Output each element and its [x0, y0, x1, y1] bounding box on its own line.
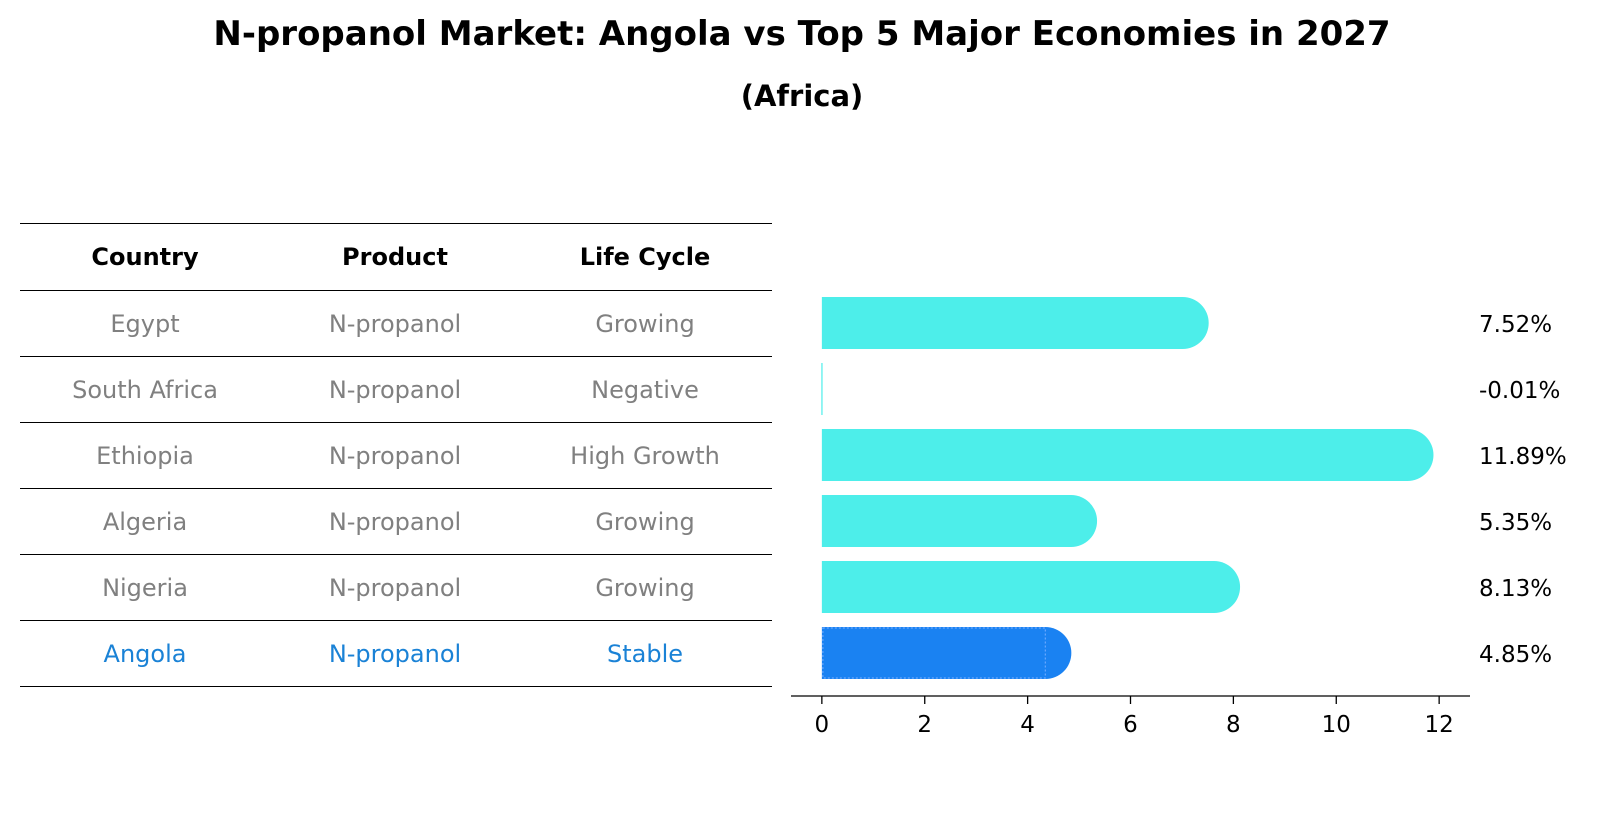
product-cell: N-propanol — [328, 375, 462, 404]
header-product: Product — [342, 243, 448, 271]
x-tick-label: 10 — [1322, 712, 1351, 738]
table-row: South Africa N-propanol Negative — [20, 357, 772, 423]
product-cell: N-propanol — [328, 309, 462, 338]
life-cycle-cell: Growing — [595, 573, 695, 602]
product-cell: N-propanol — [328, 573, 462, 602]
country-cell: Egypt — [110, 309, 180, 338]
table-row: Nigeria N-propanol Growing — [20, 555, 772, 621]
x-tick-label: 4 — [1020, 712, 1035, 738]
product-cell: N-propanol — [328, 507, 462, 536]
product-cell: N-propanol — [328, 639, 462, 668]
header-life-cycle: Life Cycle — [579, 243, 711, 271]
value-label-egypt: 7.52% — [1479, 312, 1552, 338]
x-tick-label: 6 — [1123, 712, 1138, 738]
bar-nigeria — [821, 561, 1241, 613]
x-tick-label: 8 — [1226, 712, 1241, 738]
bar-algeria — [821, 495, 1098, 547]
bar-ethiopia — [821, 429, 1434, 481]
bar-egypt — [821, 297, 1209, 349]
life-cycle-cell: High Growth — [570, 441, 720, 470]
x-tick-label: 2 — [917, 712, 932, 738]
value-label-algeria: 5.35% — [1479, 510, 1552, 536]
chart-title: N-propanol Market: Angola vs Top 5 Major… — [213, 14, 1391, 54]
life-cycle-cell: Stable — [606, 639, 684, 668]
x-tick-label: 0 — [815, 712, 830, 738]
country-cell: Algeria — [102, 507, 188, 536]
country-table: Country Product Life Cycle Egypt N-propa… — [20, 223, 772, 687]
value-label-ethiopia: 11.89% — [1479, 444, 1567, 470]
bar-south-africa — [821, 363, 823, 415]
country-cell: Nigeria — [102, 573, 188, 602]
life-cycle-cell: Growing — [595, 507, 695, 536]
value-label-nigeria: 8.13% — [1479, 576, 1552, 602]
bar-angola — [821, 627, 1072, 679]
product-cell: N-propanol — [328, 441, 462, 470]
table-row: Egypt N-propanol Growing — [20, 291, 772, 357]
country-cell: Angola — [103, 639, 187, 668]
country-cell: South Africa — [72, 375, 218, 404]
value-label-south-africa: -0.01% — [1479, 378, 1560, 404]
value-label-angola: 4.85% — [1479, 642, 1552, 668]
table-row: Algeria N-propanol Growing — [20, 489, 772, 555]
table-header-row: Country Product Life Cycle — [20, 224, 772, 291]
table-row: Ethiopia N-propanol High Growth — [20, 423, 772, 489]
country-cell: Ethiopia — [96, 441, 194, 470]
life-cycle-cell: Negative — [591, 375, 699, 404]
table-row-highlight: Angola N-propanol Stable — [20, 621, 772, 687]
x-tick-label: 12 — [1424, 712, 1453, 738]
chart-subtitle: (Africa) — [740, 79, 864, 113]
life-cycle-cell: Growing — [595, 309, 695, 338]
header-country: Country — [91, 243, 199, 271]
